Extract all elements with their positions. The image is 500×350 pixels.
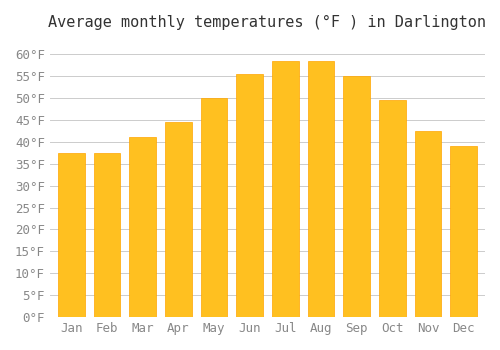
Bar [94, 153, 120, 317]
Bar [450, 146, 477, 317]
Bar [165, 122, 192, 317]
Bar [236, 74, 263, 317]
Bar [379, 100, 406, 317]
Bar [129, 137, 156, 317]
Bar [308, 61, 334, 317]
Bar [200, 98, 228, 317]
Bar [343, 76, 370, 317]
Title: Average monthly temperatures (°F ) in Darlington: Average monthly temperatures (°F ) in Da… [48, 15, 486, 30]
Bar [272, 61, 298, 317]
Bar [414, 131, 442, 317]
Bar [58, 153, 84, 317]
